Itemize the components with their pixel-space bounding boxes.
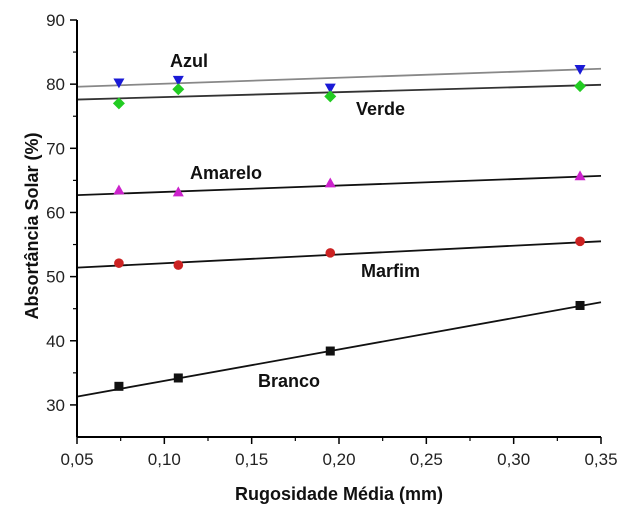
- point-marfim: [325, 248, 336, 258]
- point-marfim: [114, 258, 124, 268]
- y-tick-label: 40: [46, 332, 65, 351]
- x-tick-label: 0,35: [584, 450, 617, 469]
- x-tick-label: 0,20: [322, 450, 355, 469]
- x-tick-label: 0,05: [60, 450, 93, 469]
- point-branco: [575, 300, 585, 310]
- y-axis-title: Absortância Solar (%): [22, 132, 42, 319]
- point-amarelo: [172, 186, 184, 197]
- point-azul: [574, 64, 586, 75]
- y-tick-label: 90: [46, 11, 65, 30]
- y-tick-label: 30: [46, 396, 65, 415]
- x-axis-title: Rugosidade Média (mm): [235, 484, 443, 504]
- y-tick-label: 70: [46, 139, 65, 158]
- y-tick-label: 60: [46, 203, 65, 222]
- point-azul: [113, 78, 125, 89]
- point-marfim: [173, 260, 184, 270]
- point-marfim: [575, 236, 585, 247]
- point-azul: [172, 75, 184, 86]
- x-tick-label: 0,10: [148, 450, 181, 469]
- series-label-verde: Verde: [356, 99, 405, 119]
- point-branco: [114, 381, 124, 391]
- y-tick-label: 80: [46, 75, 65, 94]
- x-tick-label: 0,25: [410, 450, 443, 469]
- point-branco: [173, 373, 183, 383]
- fit-line-branco: [76, 301, 602, 398]
- point-amarelo: [324, 177, 336, 188]
- fit-lines: [76, 67, 602, 398]
- point-amarelo: [113, 184, 125, 195]
- point-verde: [574, 80, 587, 93]
- point-verde: [324, 90, 337, 103]
- series-label-azul: Azul: [170, 51, 208, 71]
- series-label-marfim: Marfim: [361, 261, 420, 281]
- point-amarelo: [574, 170, 586, 181]
- point-azul: [324, 83, 336, 94]
- axes: 0,05 0,10 0,15 0,20 0,25 0,30 0,35 30 40 50 60 70 80…: [46, 11, 617, 469]
- y-tick-label: 50: [46, 268, 65, 287]
- point-verde: [112, 97, 125, 110]
- point-branco: [325, 346, 335, 356]
- fit-line-amarelo: [76, 174, 602, 197]
- point-verde: [172, 83, 185, 96]
- data-points: [112, 64, 587, 391]
- fit-line-verde: [76, 83, 602, 101]
- series-label-amarelo: Amarelo: [190, 163, 262, 183]
- fit-line-azul: [76, 67, 602, 88]
- x-tick-label: 0,30: [497, 450, 530, 469]
- fit-line-marfim: [76, 240, 602, 269]
- series-label-branco: Branco: [258, 371, 320, 391]
- x-tick-label: 0,15: [235, 450, 268, 469]
